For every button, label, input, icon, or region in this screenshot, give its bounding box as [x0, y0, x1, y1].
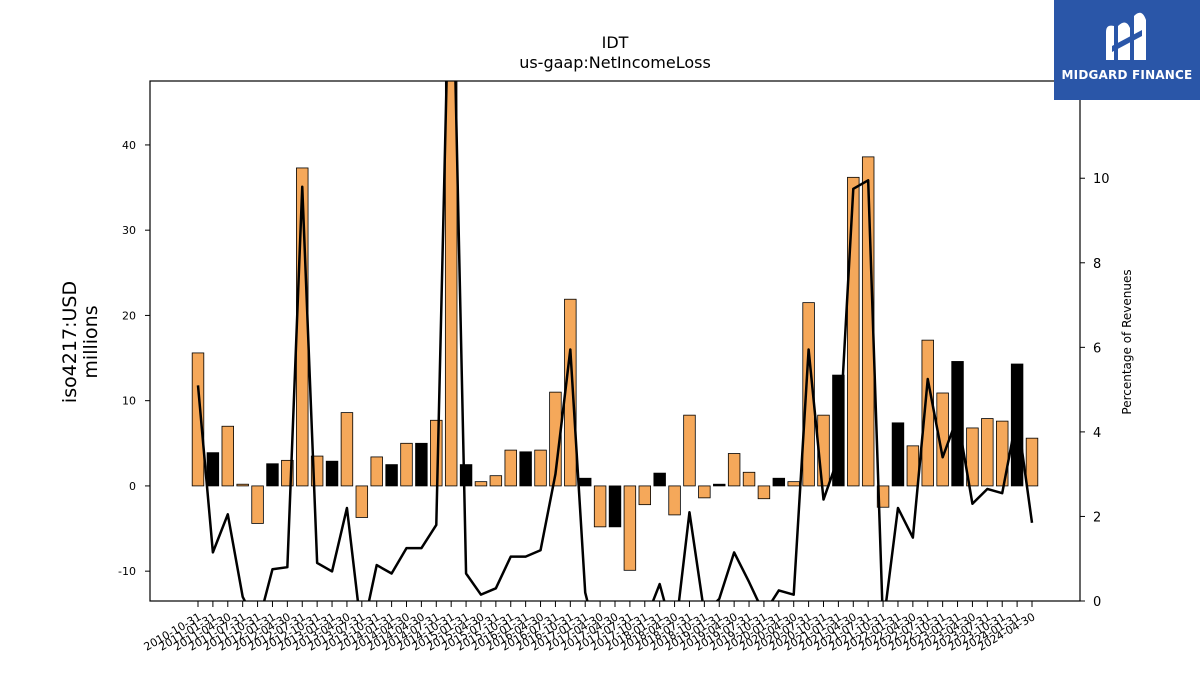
- bar: [832, 374, 845, 487]
- brand-logo: MIDGARD FINANCE: [1054, 0, 1200, 100]
- bar: [325, 460, 339, 487]
- bar: [281, 459, 294, 487]
- bar: [191, 352, 205, 487]
- y-tick-label: 20: [122, 309, 136, 322]
- bar: [1010, 363, 1024, 487]
- bar: [698, 485, 711, 499]
- bar: [876, 485, 890, 508]
- bar: [1025, 437, 1039, 487]
- bar: [385, 464, 398, 487]
- bar: [772, 477, 786, 487]
- logo-mark-icon: [1106, 12, 1146, 61]
- bar: [683, 414, 696, 487]
- y2-tick-label: 8: [1093, 257, 1101, 272]
- bar: [787, 481, 800, 487]
- y-tick-label: 0: [129, 480, 136, 493]
- bar: [340, 412, 354, 487]
- bar: [236, 483, 249, 487]
- bar: [534, 449, 547, 487]
- bar: [847, 176, 860, 487]
- chart-title-block: IDT us-gaap:NetIncomeLoss: [150, 33, 1080, 73]
- bar: [266, 463, 279, 487]
- bar: [653, 472, 666, 487]
- chart-subtitle: us-gaap:NetIncomeLoss: [519, 53, 711, 72]
- logo-text: MIDGARD FINANCE: [1061, 68, 1193, 82]
- y2-tick-label: 6: [1093, 341, 1101, 356]
- bar: [370, 456, 383, 487]
- bar: [415, 442, 428, 487]
- bar: [444, 81, 458, 487]
- bar: [757, 485, 771, 500]
- bar: [221, 425, 234, 487]
- chart-title: IDT: [601, 33, 629, 52]
- bar: [906, 445, 920, 487]
- y-tick-label: 30: [122, 224, 136, 237]
- y-tick-label: -10: [118, 565, 136, 578]
- bar: [206, 452, 220, 487]
- bar: [504, 449, 517, 487]
- bar: [459, 464, 473, 487]
- bar: [668, 485, 681, 516]
- y-axis-label: iso4217:USDmillions: [59, 281, 102, 403]
- bar: [891, 422, 905, 487]
- y2-tick-label: 0: [1093, 595, 1101, 610]
- y-tick-label: 40: [122, 139, 136, 152]
- bar: [981, 418, 994, 487]
- bar: [802, 302, 815, 487]
- bar: [355, 485, 369, 518]
- y2-axis-label: Percentage of Revenues: [1120, 269, 1134, 414]
- bar: [549, 391, 562, 487]
- y2-tick-label: 10: [1093, 172, 1110, 187]
- bar: [996, 420, 1009, 487]
- y-tick-label: 10: [122, 395, 136, 408]
- bar: [579, 477, 592, 487]
- bar: [251, 485, 264, 524]
- bar: [742, 471, 756, 487]
- bar: [400, 442, 413, 487]
- bar: [519, 451, 532, 487]
- bar: [966, 427, 979, 487]
- bar: [713, 483, 726, 487]
- bar: [638, 485, 651, 506]
- bar: [593, 485, 607, 528]
- bar: [489, 475, 503, 487]
- bar: [474, 481, 488, 487]
- y2-tick-label: 2: [1093, 510, 1101, 525]
- bar: [727, 453, 741, 487]
- bar: [310, 455, 324, 487]
- y2-tick-label: 4: [1093, 426, 1101, 441]
- bar: [608, 485, 622, 528]
- bar: [623, 485, 637, 571]
- series-line: [196, 81, 1034, 601]
